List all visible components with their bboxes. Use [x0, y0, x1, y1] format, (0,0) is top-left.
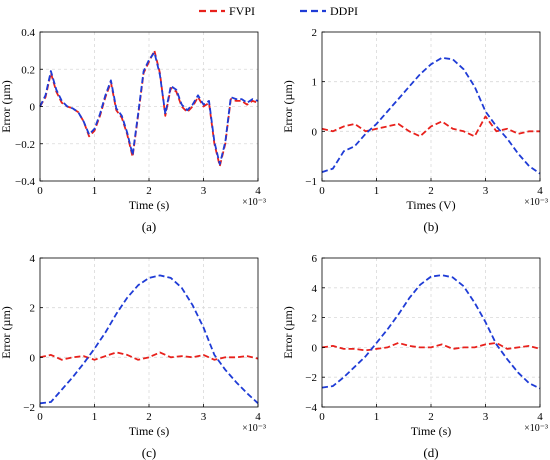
- series-line-fvpi: [39, 351, 259, 361]
- y-tick-label: 4: [312, 283, 318, 295]
- x-tick-label: 1: [92, 411, 98, 423]
- x-axis-label: Time (s): [129, 198, 170, 212]
- x-tick-label: 0: [319, 185, 325, 197]
- chart-panel-1: 0 1 2 3 4 −0.4 −0.2 0 0.2 0.4 ×10⁻³ Time (s) Error (…: [0, 27, 266, 234]
- x-tick-label: 4: [255, 411, 261, 423]
- y-tick-label: 0: [30, 352, 36, 364]
- y-tick-label: −0.2: [15, 139, 35, 151]
- x-tick-label: 1: [92, 185, 98, 197]
- x-tick-label: 0: [37, 185, 43, 197]
- x-tick-label: 2: [146, 185, 152, 197]
- y-tick-label: 1: [312, 77, 318, 89]
- y-tick-label: −2: [305, 372, 317, 384]
- legend-label-fvpi: FVPI: [229, 4, 255, 18]
- legend: FVPI DDPI: [199, 4, 358, 18]
- y-tick-label: 6: [312, 253, 318, 265]
- y-axis-label: Error (µm): [281, 80, 295, 133]
- y-tick-label: 2: [312, 313, 318, 325]
- x-multiplier: ×10⁻³: [242, 197, 266, 208]
- y-axis-label: Error (µm): [0, 80, 13, 133]
- series-line-ddpi: [321, 274, 541, 390]
- panel-caption: (c): [142, 445, 156, 460]
- panel-caption: (b): [423, 219, 438, 234]
- x-tick-label: 4: [537, 411, 543, 423]
- x-tick-label: 4: [537, 185, 543, 197]
- y-tick-label: 2: [30, 303, 36, 315]
- y-tick-label: −0.4: [15, 176, 35, 188]
- series-line-fvpi: [321, 115, 540, 138]
- x-tick-label: 0: [319, 411, 325, 423]
- panel-caption: (d): [423, 445, 438, 460]
- panels: 0 1 2 3 4 −0.4 −0.2 0 0.2 0.4 ×10⁻³ Time (s) Error (…: [0, 27, 548, 460]
- y-tick-label: 0: [312, 126, 318, 138]
- y-tick-label: −4: [305, 402, 317, 414]
- y-tick-label: 4: [30, 253, 36, 265]
- x-tick-label: 3: [201, 185, 207, 197]
- x-tick-label: 1: [374, 185, 380, 197]
- series-line-ddpi: [39, 51, 259, 166]
- x-tick-label: 2: [428, 185, 434, 197]
- x-tick-label: 3: [483, 185, 489, 197]
- x-tick-label: 2: [146, 411, 152, 423]
- x-axis-label: Time (s): [411, 424, 452, 438]
- x-tick-label: 3: [483, 411, 489, 423]
- x-tick-label: 2: [428, 411, 434, 423]
- y-tick-label: 0: [312, 342, 318, 354]
- y-tick-label: 0.4: [21, 27, 35, 39]
- x-axis-label: Times (V): [406, 198, 455, 212]
- x-axis-label: Time (s): [129, 424, 170, 438]
- x-multiplier: ×10⁻³: [242, 423, 266, 434]
- x-tick-label: 1: [374, 411, 380, 423]
- x-tick-label: 4: [255, 185, 261, 197]
- y-tick-label: −2: [23, 402, 35, 414]
- series-line-ddpi: [321, 56, 541, 175]
- y-tick-label: 0.2: [21, 64, 35, 76]
- y-axis-label: Error (µm): [281, 306, 295, 359]
- x-tick-label: 3: [201, 411, 207, 423]
- y-tick-label: 0: [30, 102, 36, 114]
- x-tick-label: 0: [37, 411, 43, 423]
- series-line-fvpi: [321, 341, 541, 352]
- series-line-ddpi: [39, 274, 259, 405]
- legend-label-ddpi: DDPI: [330, 4, 358, 18]
- x-multiplier: ×10⁻³: [524, 197, 548, 208]
- panel-caption: (a): [142, 219, 156, 234]
- y-tick-label: −1: [305, 176, 317, 188]
- chart-panel-4: 0 1 2 3 4 −4 −2 0 2 4 6 ×10⁻³ Time (s) Error (µm) (d): [281, 253, 548, 460]
- y-tick-label: 2: [312, 27, 318, 39]
- x-multiplier: ×10⁻³: [524, 423, 548, 434]
- y-axis-label: Error (µm): [0, 306, 13, 359]
